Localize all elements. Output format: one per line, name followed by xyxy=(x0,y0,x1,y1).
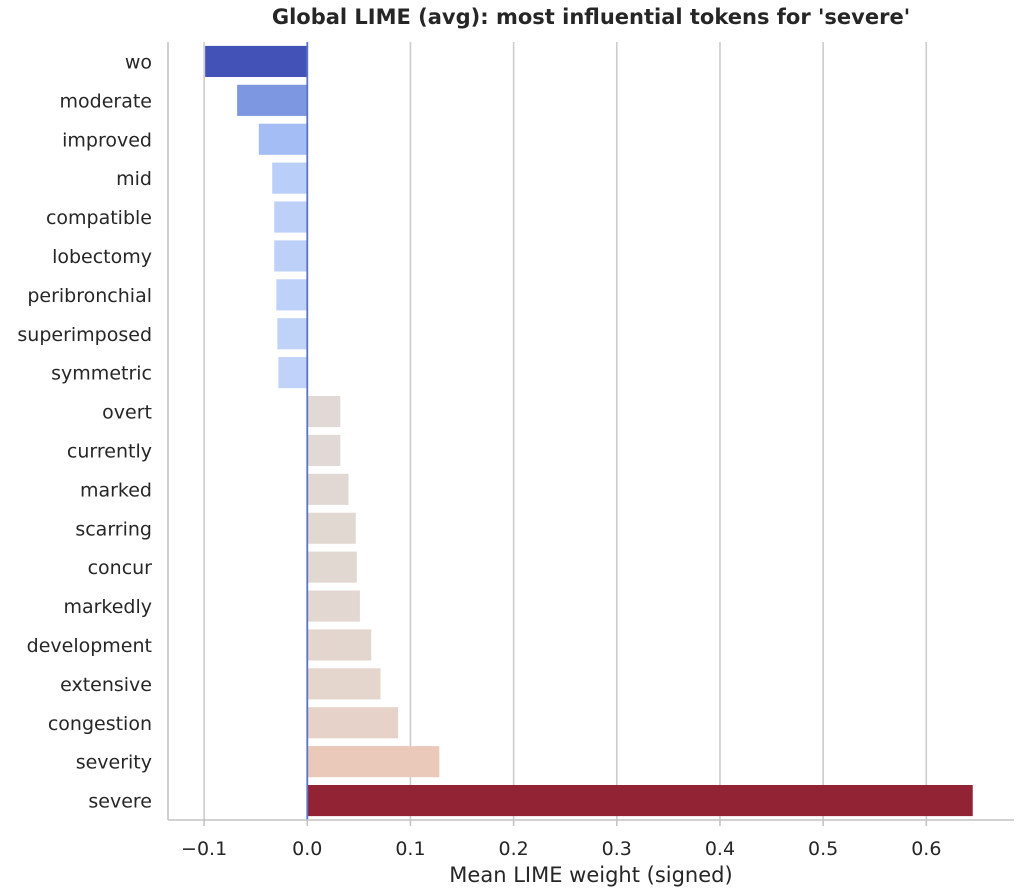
y-tick-label: severity xyxy=(76,752,152,774)
x-tick-label: −0.1 xyxy=(181,838,227,860)
x-tick-labels: −0.1 0.0 0.1 0.2 0.3 0.4 0.5 0.6 xyxy=(181,820,941,860)
y-tick-label: moderate xyxy=(60,90,152,112)
y-tick-label: marked xyxy=(80,479,152,501)
bar-superimposed xyxy=(277,318,308,350)
x-tick-label: 0.2 xyxy=(499,838,529,860)
y-tick-label: extensive xyxy=(60,674,152,696)
y-tick-label: overt xyxy=(102,402,152,424)
bar-congestion xyxy=(307,707,399,739)
bar-wo xyxy=(205,45,308,78)
bar-severe xyxy=(307,784,973,817)
y-tick-label: peribronchial xyxy=(27,285,152,307)
y-tick-label: symmetric xyxy=(51,363,152,385)
y-tick-label: currently xyxy=(67,440,152,462)
bar-marked xyxy=(307,473,349,505)
bar-symmetric xyxy=(278,357,308,389)
x-tick-label: 0.5 xyxy=(808,838,838,860)
bar-severity xyxy=(307,746,440,778)
x-tick-label: 0.0 xyxy=(292,838,322,860)
bar-extensive xyxy=(307,668,381,700)
bar-concur xyxy=(307,551,357,583)
bar-scarring xyxy=(307,512,356,544)
bar-development xyxy=(307,629,372,661)
y-tick-label: markedly xyxy=(63,596,152,618)
bar-overt xyxy=(307,395,341,428)
bar-moderate xyxy=(237,84,308,116)
bar-peribronchial xyxy=(276,279,308,311)
y-tick-label: development xyxy=(27,635,152,657)
y-tick-labels: wo moderate improved mid compatible lobectomy… xyxy=(17,51,152,812)
y-tick-label: improved xyxy=(62,129,152,151)
bar-compatible xyxy=(274,201,308,233)
y-tick-label: concur xyxy=(88,557,153,579)
bars xyxy=(205,45,973,817)
y-tick-label: compatible xyxy=(46,207,152,229)
grid-lines xyxy=(203,42,928,820)
x-tick-label: 0.3 xyxy=(602,838,632,860)
y-tick-label: superimposed xyxy=(17,324,152,346)
x-axis-label: Mean LIME weight (signed) xyxy=(449,863,732,887)
bar-currently xyxy=(307,434,341,467)
bar-markedly xyxy=(307,590,360,622)
x-tick-label: 0.1 xyxy=(395,838,425,860)
bar-lobectomy xyxy=(274,240,308,272)
y-tick-label: mid xyxy=(116,168,152,190)
y-tick-label: wo xyxy=(125,51,152,73)
y-tick-label: congestion xyxy=(48,713,152,735)
y-tick-label: severe xyxy=(88,791,152,813)
x-tick-label: 0.4 xyxy=(705,838,735,860)
x-tick-label: 0.6 xyxy=(911,838,941,860)
y-tick-label: scarring xyxy=(75,518,152,540)
bar-mid xyxy=(272,162,308,194)
bar-improved xyxy=(258,123,308,155)
y-tick-label: lobectomy xyxy=(52,246,152,268)
chart-title: Global LIME (avg): most influential toke… xyxy=(272,5,910,29)
